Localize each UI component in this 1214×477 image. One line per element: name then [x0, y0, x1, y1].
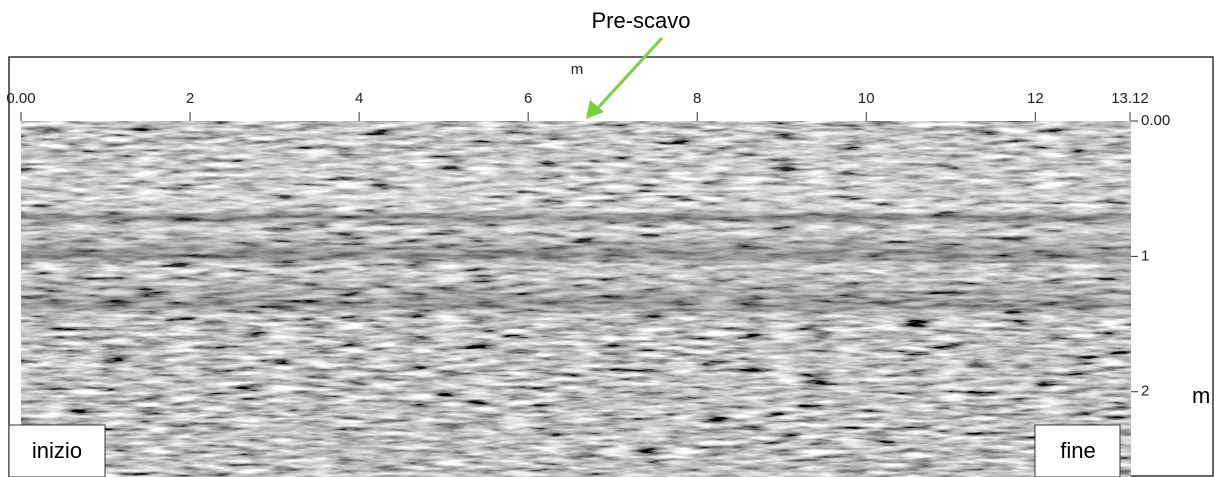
annotation-title: Pre-scavo	[591, 8, 690, 33]
x-tick-label: 8	[693, 90, 701, 107]
x-tick-label: 10	[858, 90, 875, 107]
y-tick-label: 2	[1141, 383, 1149, 400]
y-tick-label: 0.00	[1141, 112, 1170, 129]
arrow	[594, 36, 664, 112]
start-box	[8, 424, 106, 477]
x-tick-label: 12	[1027, 90, 1044, 107]
y-tick-label: 1	[1141, 247, 1149, 264]
end-label: fine	[1060, 438, 1095, 463]
end-box	[1034, 424, 1121, 477]
x-tick-label: 2	[186, 90, 194, 107]
start-label: inizio	[32, 438, 82, 463]
x-tick-label: 6	[524, 90, 532, 107]
x-tick-label: 0.00	[6, 90, 35, 107]
reflection-bands	[21, 121, 1131, 477]
x-tick-label: 13.12	[1111, 90, 1149, 107]
y-axis-label: m	[1192, 383, 1210, 408]
arrow-head	[586, 100, 604, 119]
x-tick-label: 4	[355, 90, 363, 107]
x-axis-label: m	[571, 61, 584, 78]
